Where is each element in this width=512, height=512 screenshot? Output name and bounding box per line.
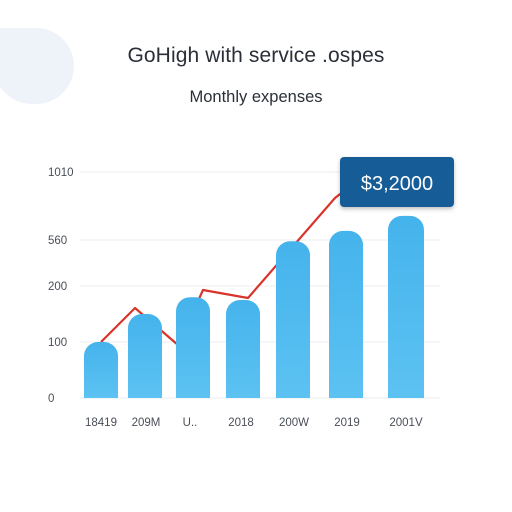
x-tick-label: 18419 bbox=[85, 417, 117, 429]
trend-line bbox=[100, 171, 369, 347]
x-tick-label: 2018 bbox=[228, 417, 254, 429]
bar bbox=[128, 314, 162, 398]
bar bbox=[329, 230, 363, 398]
bar bbox=[276, 241, 310, 398]
bar-series bbox=[84, 215, 424, 398]
y-tick-label: 1010 bbox=[48, 167, 74, 179]
y-tick-label: 560 bbox=[48, 235, 67, 247]
y-tick-label: 200 bbox=[48, 281, 67, 293]
y-tick-label: 0 bbox=[48, 393, 54, 405]
x-tick-label: 209M bbox=[132, 417, 161, 429]
trend-line-layer bbox=[100, 171, 369, 347]
y-axis-ticks: 0 100 200 560 1010 bbox=[48, 167, 74, 405]
y-tick-label: 100 bbox=[48, 337, 67, 349]
decorative-blob bbox=[0, 28, 74, 104]
chart-subtitle: Monthly expenses bbox=[189, 88, 323, 106]
x-tick-label: 2019 bbox=[334, 417, 360, 429]
callout-label: $3,2000 bbox=[361, 173, 433, 195]
x-tick-label: 2001V bbox=[389, 417, 423, 429]
bar bbox=[176, 297, 211, 398]
x-tick-label: U.. bbox=[183, 417, 198, 429]
callout-layer: $3,2000 bbox=[340, 157, 454, 207]
x-tick-label: 200W bbox=[279, 417, 309, 429]
bar bbox=[388, 215, 424, 398]
bar bbox=[226, 300, 260, 398]
x-axis-ticks: 18419 209M U.. 2018 200W 2019 2001V bbox=[85, 417, 423, 429]
callout-box bbox=[340, 157, 454, 207]
bar bbox=[84, 342, 118, 398]
chart-title: GoHigh with service .ospes bbox=[127, 44, 385, 67]
